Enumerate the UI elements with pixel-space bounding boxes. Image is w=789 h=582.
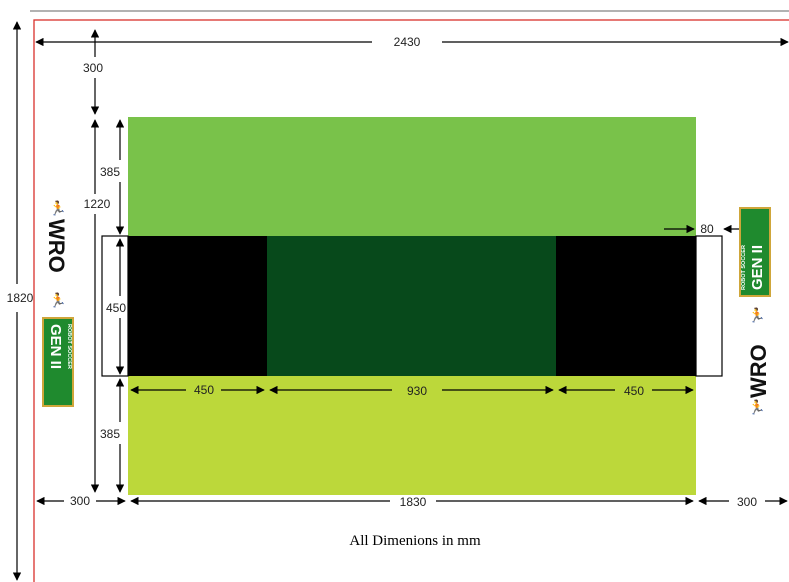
- wro-person-icon-4: 🏃: [748, 399, 765, 416]
- outer-border: [33, 19, 789, 582]
- center-dark-green-zone: [267, 236, 556, 376]
- gen-logo-text-right: GEN II: [749, 245, 766, 290]
- dim-left-margin: 300: [70, 494, 90, 508]
- gen-logo-right: GEN II ROBOT SOCCER: [739, 207, 771, 297]
- dim-top-margin: 300: [83, 61, 103, 75]
- gen-logo-left: GEN II ROBOT SOCCER: [42, 317, 74, 407]
- gen-logo-sub-left: ROBOT SOCCER: [66, 324, 72, 369]
- bottom-green-zone: [128, 376, 696, 495]
- right-black-zone: [556, 236, 696, 376]
- left-goal: [101, 235, 129, 377]
- wro-logo-right: 🏃 WRO 🏃: [746, 307, 771, 416]
- dim-right-black-width: 450: [624, 384, 644, 398]
- dim-left-black-width: 450: [194, 383, 214, 397]
- dim-middle-height: 450: [106, 301, 126, 315]
- gen-logo-bg-left: [42, 317, 74, 407]
- wro-logo-left: 🏃 WRO 🏃: [44, 200, 69, 309]
- dim-center-width: 930: [407, 384, 427, 398]
- dim-green-top: 385: [100, 165, 120, 179]
- wro-person-icon: 🏃: [49, 200, 66, 217]
- right-goal: [695, 235, 723, 377]
- top-green-zone: [128, 117, 696, 236]
- gen-logo-text-left: GEN II: [47, 324, 64, 369]
- dim-field-width: 1830: [400, 495, 427, 509]
- dim-total-height: 1820: [7, 291, 34, 305]
- dim-green-bottom: 385: [100, 427, 120, 441]
- left-black-zone: [128, 236, 267, 376]
- gen-logo-sub-right: ROBOT SOCCER: [741, 245, 747, 290]
- wro-person-icon-2: 🏃: [49, 292, 66, 309]
- wro-person-icon-3: 🏃: [748, 307, 765, 324]
- caption: All Dimenions in mm: [349, 533, 481, 549]
- dim-right-margin: 300: [737, 495, 757, 509]
- dim-total-width: 2430: [394, 35, 421, 49]
- dim-goal-depth: 80: [700, 222, 714, 236]
- dim-inner-height: 1220: [84, 197, 111, 211]
- wro-logo-text-left: WRO: [44, 219, 69, 273]
- wro-logo-text-right: WRO: [746, 344, 771, 398]
- gen-logo-bg-right: [739, 207, 771, 297]
